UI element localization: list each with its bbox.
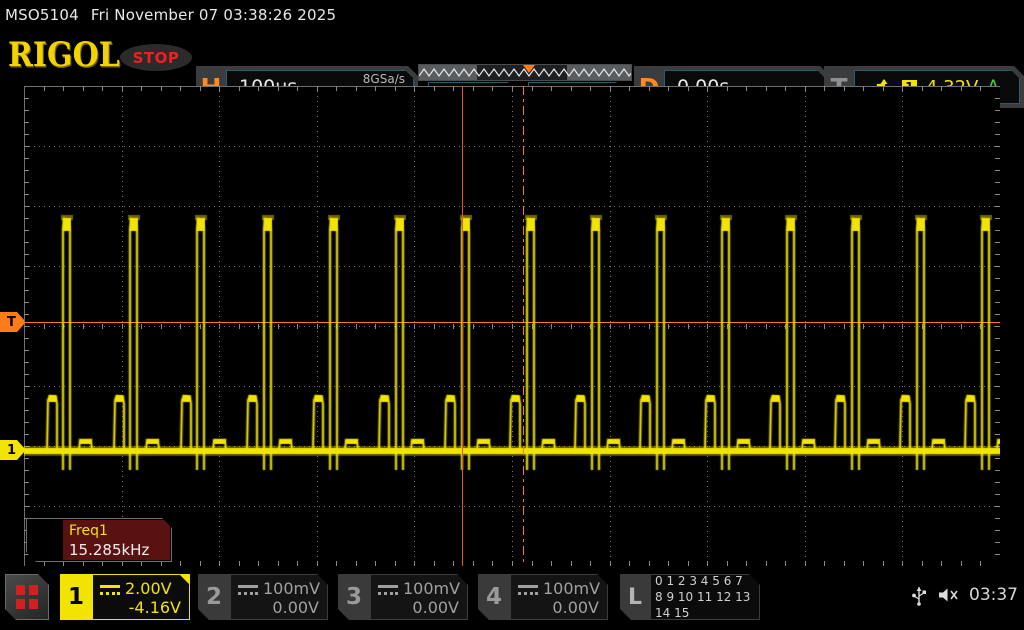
sample-rate: 8GSa/s (362, 72, 405, 86)
dc-dot-4 (535, 592, 538, 595)
rigol-logo: RIGOL (8, 35, 120, 76)
channel-3-button[interactable]: 3 100mV 0.00V (338, 574, 468, 620)
app-icon-square-1 (16, 585, 25, 595)
sound-muted-icon[interactable] (937, 586, 959, 604)
dc-dot-1 (238, 592, 241, 595)
dc-dot-2 (106, 592, 109, 595)
channel-4-button[interactable]: 4 100mV 0.00V (478, 574, 608, 620)
channel-3-body[interactable]: 100mV 0.00V (370, 574, 468, 620)
channel-3-number: 3 (338, 574, 370, 620)
app-icon-square-3 (16, 599, 25, 609)
preview-trigger-marker[interactable] (523, 65, 535, 73)
logic-analyzer-label: L (620, 574, 650, 620)
measurement-label: Freq1 (69, 523, 108, 539)
dc-line (518, 585, 538, 588)
dc-dot-3 (530, 592, 533, 595)
channel-3-offset: 0.00V (412, 598, 459, 617)
dc-coupling-icon (518, 585, 538, 596)
channel-1-scale: 2.00V (125, 579, 172, 598)
dc-dot-3 (250, 592, 253, 595)
dc-coupling-icon (238, 585, 258, 596)
usb-icon[interactable] (911, 584, 927, 606)
app-icon-square-2 (29, 585, 38, 595)
channel1-ground-marker[interactable]: 1 (0, 440, 26, 460)
channel1-waveform-trace (24, 86, 1000, 566)
logic-analyzer-body[interactable]: 0 1 2 3 4 5 6 7 8 9 10 11 12 13 14 15 (650, 574, 760, 620)
channel-2-number: 2 (198, 574, 230, 620)
dc-dot-4 (117, 592, 120, 595)
dc-dot-4 (255, 592, 258, 595)
logic-channels-row-top: 0 1 2 3 4 5 6 7 (655, 574, 743, 588)
bottom-channel-bar: 1 2.00V -4.16V 2 (0, 570, 1024, 630)
channel-1-offset: -4.16V (128, 598, 181, 617)
top-toolbar: RIGOL STOP H 100us 8GSa/s 16Mpts Measure… (0, 30, 1024, 84)
dc-dot-4 (395, 592, 398, 595)
dc-dot-1 (100, 592, 103, 595)
measurement-box[interactable]: Freq1 15.285kHz (26, 518, 172, 562)
channel-4-scale: 100mV (543, 579, 601, 598)
logic-channels-row-bottom: 8 9 10 11 12 13 14 15 (655, 590, 751, 620)
dc-dot-1 (378, 592, 381, 595)
preview-right-region (567, 65, 631, 80)
channel-2-button[interactable]: 2 100mV 0.00V (198, 574, 328, 620)
channel-2-scale: 100mV (263, 579, 321, 598)
app-icon-square-4 (29, 599, 38, 609)
channel-1-body[interactable]: 2.00V -4.16V (92, 574, 190, 620)
dc-dot-2 (384, 592, 387, 595)
channel-1-button[interactable]: 1 2.00V -4.16V (60, 574, 190, 620)
logic-analyzer-button[interactable]: L 0 1 2 3 4 5 6 7 8 9 10 11 12 13 14 15 (620, 574, 760, 620)
dc-line (100, 585, 120, 588)
title-bar: MSO5104 Fri November 07 03:38:26 2025 (0, 0, 1024, 30)
channel-4-body[interactable]: 100mV 0.00V (510, 574, 608, 620)
dc-line (238, 585, 258, 588)
cursor-line[interactable] (462, 86, 463, 566)
dc-coupling-icon (100, 585, 120, 596)
dc-dot-2 (524, 592, 527, 595)
system-tray: 03:37 (911, 584, 1018, 606)
dc-coupling-icon (378, 585, 398, 596)
channel-4-number: 4 (478, 574, 510, 620)
channel-1-number: 1 (60, 574, 92, 620)
measurement-value: 15.285kHz (69, 541, 150, 559)
grid-apps-icon[interactable] (5, 574, 49, 620)
device-model: MSO5104 (5, 6, 79, 24)
channel-2-body[interactable]: 100mV 0.00V (230, 574, 328, 620)
channel-4-offset: 0.00V (552, 598, 599, 617)
dc-dot-1 (518, 592, 521, 595)
dc-dot-3 (390, 592, 393, 595)
waveform-display-area[interactable] (24, 86, 1000, 566)
system-datetime: Fri November 07 03:38:26 2025 (90, 6, 337, 24)
trigger-level-marker[interactable]: T (0, 312, 26, 332)
measurement-box-fill (63, 520, 170, 560)
system-clock: 03:37 (969, 585, 1018, 605)
run-state-badge[interactable]: STOP (120, 44, 192, 71)
trigger-position-line[interactable] (523, 86, 524, 566)
dc-line (378, 585, 398, 588)
waveform-preview-bar[interactable] (418, 64, 632, 81)
channel-2-offset: 0.00V (272, 598, 319, 617)
dc-dot-2 (244, 592, 247, 595)
dc-dot-3 (112, 592, 115, 595)
channel-3-scale: 100mV (403, 579, 461, 598)
